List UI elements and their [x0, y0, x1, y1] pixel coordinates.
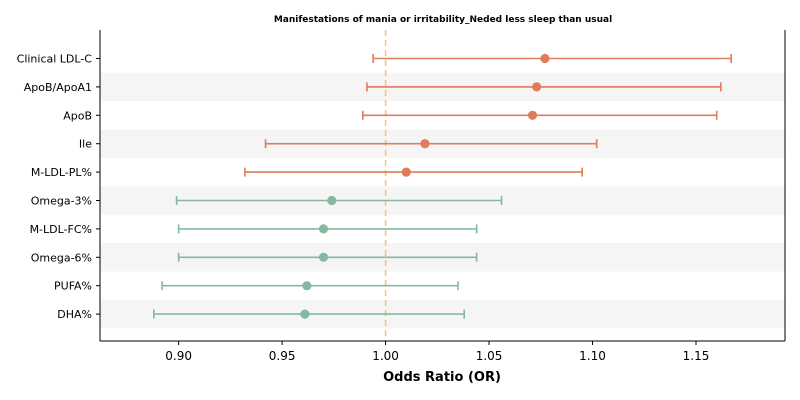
y-tick-label: ApoB/ApoA1	[24, 81, 92, 94]
axes	[99, 30, 786, 342]
y-tick-label: DHA%	[57, 308, 92, 321]
y-tick-label: Omega-6%	[31, 251, 92, 264]
estimate-row	[366, 82, 722, 92]
data-marks	[153, 53, 732, 319]
y-tick-label: PUFA%	[54, 280, 92, 293]
x-axis-label: Odds Ratio (OR)	[383, 370, 501, 385]
estimate-row	[362, 110, 718, 120]
x-tick-label: 1.00	[372, 349, 399, 363]
odds-ratio-point	[318, 224, 329, 234]
y-tick-label: ApoB	[63, 109, 92, 122]
odds-ratio-point	[401, 167, 411, 177]
x-tick-label: 0.95	[269, 349, 296, 363]
x-tick-label: 1.05	[476, 349, 503, 363]
chart-title: Manifestations of mania or irritability_…	[274, 15, 612, 25]
y-tick-labels: Clinical LDL-C ApoB/ApoA1 ApoB Ile M-LDL-PL%…	[17, 53, 100, 321]
estimate-row	[175, 195, 503, 206]
estimate-row	[177, 224, 478, 234]
x-tick-label: 1.15	[683, 349, 710, 363]
estimate-row	[161, 281, 459, 291]
estimate-row	[153, 309, 466, 319]
odds-ratio-point	[420, 139, 430, 149]
x-ticks: 0.90 0.95 1.00 1.05 1.10 1.15	[165, 341, 709, 363]
odds-ratio-point	[540, 53, 550, 64]
y-tick-label: M-LDL-PL%	[31, 166, 92, 179]
y-tick-label: Omega-3%	[31, 195, 92, 208]
odds-ratio-point	[302, 281, 312, 291]
odds-ratio-point	[532, 82, 542, 92]
estimate-row	[177, 252, 478, 262]
y-tick-label: Clinical LDL-C	[17, 53, 93, 66]
estimate-row	[372, 53, 732, 64]
x-tick-label: 1.10	[579, 349, 606, 363]
y-tick-label: Ile	[79, 138, 92, 151]
x-tick-label: 0.90	[165, 349, 192, 363]
odds-ratio-point	[300, 309, 310, 319]
y-tick-label: M-LDL-FC%	[30, 223, 92, 236]
odds-ratio-point	[527, 110, 538, 120]
estimate-row	[264, 139, 598, 149]
odds-ratio-point	[327, 195, 337, 206]
estimate-row	[244, 167, 583, 177]
odds-ratio-point	[318, 252, 329, 262]
